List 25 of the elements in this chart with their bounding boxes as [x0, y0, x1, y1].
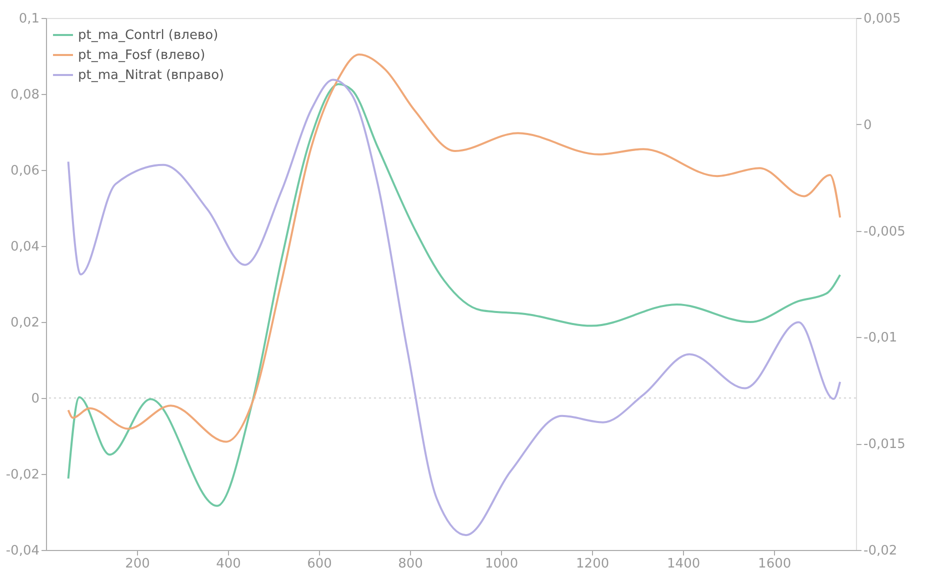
y-tick-label: 0 [31, 392, 40, 406]
y2-tick-label: 0,005 [864, 12, 901, 26]
legend-label: pt_ma_Nitrat (вправо) [78, 68, 224, 83]
y-tick-label: -0,04 [6, 544, 40, 558]
y2-tick-label: -0,02 [864, 544, 898, 558]
y2-tick-label: -0,005 [864, 224, 906, 240]
x-tick-label: 400 [216, 556, 241, 572]
y-tick-label: 0,08 [10, 88, 40, 102]
y2-tick-label: -0,015 [864, 437, 906, 452]
y-tick-label: 0,02 [10, 316, 40, 330]
x-tick-label: 1000 [485, 556, 518, 572]
legend-label: pt_ma_Fosf (влево) [78, 48, 206, 63]
y2-tick-label: -0,01 [864, 330, 898, 346]
legend-label: pt_ma_Contrl (влево) [78, 28, 218, 43]
x-tick-label: 1600 [758, 556, 792, 572]
x-tick-label: 800 [398, 556, 423, 572]
y2-tick-label: 0 [864, 118, 872, 133]
x-tick-label: 1200 [576, 556, 610, 572]
x-tick-label: 200 [125, 556, 150, 572]
y-tick-label: -0,02 [6, 468, 40, 482]
y-tick-label: 0,1 [18, 12, 40, 26]
x-tick-label: 1400 [667, 556, 700, 572]
y-tick-label: 0,04 [10, 240, 40, 254]
y-tick-label: 0,06 [10, 164, 40, 178]
x-tick-label: 600 [307, 556, 332, 572]
